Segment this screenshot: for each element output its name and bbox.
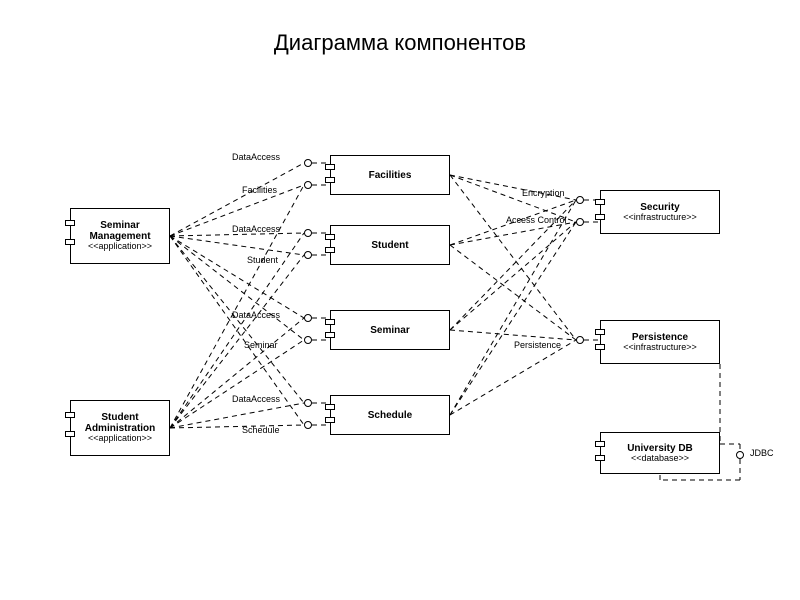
component-student_admin: StudentAdministration<<application>> bbox=[70, 400, 170, 456]
diagram-canvas: SeminarManagement<<application>>StudentA… bbox=[0, 0, 800, 600]
interface-encryption bbox=[576, 196, 584, 204]
interface-facilities_da bbox=[304, 159, 312, 167]
interface-label-facilities_fac: Facilities bbox=[242, 185, 277, 195]
interface-label-student_da: DataAccess bbox=[232, 224, 280, 234]
component-name: Persistence bbox=[632, 332, 688, 343]
component-name: Security bbox=[640, 202, 679, 213]
component-facilities: Facilities bbox=[330, 155, 450, 195]
interface-label-student_st: Student bbox=[247, 255, 278, 265]
interface-label-seminar_sem: Seminar bbox=[244, 340, 278, 350]
interface-label-seminar_da: DataAccess bbox=[232, 310, 280, 320]
interface-jdbc bbox=[736, 451, 744, 459]
component-security: Security<<infrastructure>> bbox=[600, 190, 720, 234]
component-name: University DB bbox=[627, 443, 693, 454]
interface-schedule_da bbox=[304, 399, 312, 407]
interface-label-encryption: Encryption bbox=[522, 188, 565, 198]
component-stereotype: <<application>> bbox=[88, 434, 152, 444]
component-stereotype: <<database>> bbox=[631, 454, 689, 464]
interface-schedule_sc bbox=[304, 421, 312, 429]
component-name: Schedule bbox=[368, 410, 412, 421]
interface-facilities_fac bbox=[304, 181, 312, 189]
component-student: Student bbox=[330, 225, 450, 265]
interface-label-schedule_da: DataAccess bbox=[232, 394, 280, 404]
component-schedule: Schedule bbox=[330, 395, 450, 435]
component-name: Student bbox=[371, 240, 408, 251]
interface-label-access_ctrl: Access Control bbox=[506, 215, 567, 225]
interface-access_ctrl bbox=[576, 218, 584, 226]
interface-label-schedule_sc: Schedule bbox=[242, 425, 280, 435]
component-stereotype: <<application>> bbox=[88, 242, 152, 252]
interface-seminar_da bbox=[304, 314, 312, 322]
component-seminar: Seminar bbox=[330, 310, 450, 350]
interface-student_st bbox=[304, 251, 312, 259]
component-name: SeminarManagement bbox=[89, 220, 150, 242]
component-name: Seminar bbox=[370, 325, 409, 336]
component-univdb: University DB<<database>> bbox=[600, 432, 720, 474]
component-seminar_mgmt: SeminarManagement<<application>> bbox=[70, 208, 170, 264]
interface-student_da bbox=[304, 229, 312, 237]
edges-layer bbox=[0, 0, 800, 600]
component-name: StudentAdministration bbox=[85, 412, 156, 434]
interface-label-persist_if: Persistence bbox=[514, 340, 561, 350]
interface-seminar_sem bbox=[304, 336, 312, 344]
interface-persist_if bbox=[576, 336, 584, 344]
component-stereotype: <<infrastructure>> bbox=[623, 213, 697, 223]
interface-label-jdbc: JDBC bbox=[750, 448, 774, 458]
component-persistence: Persistence<<infrastructure>> bbox=[600, 320, 720, 364]
interface-label-facilities_da: DataAccess bbox=[232, 152, 280, 162]
component-name: Facilities bbox=[369, 170, 412, 181]
component-stereotype: <<infrastructure>> bbox=[623, 343, 697, 353]
